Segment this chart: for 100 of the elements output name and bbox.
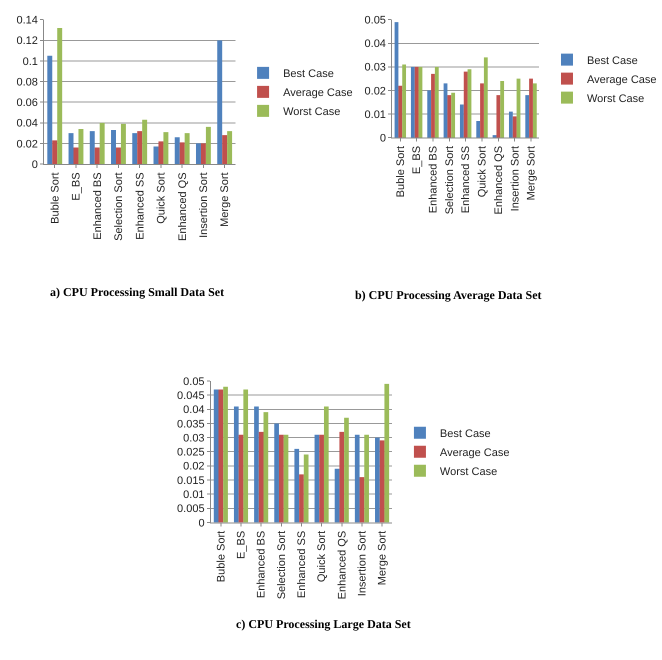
bar (222, 135, 228, 164)
bar (444, 83, 448, 138)
x-tick-label: Selection Sort (276, 530, 288, 600)
legend-label: Best Case (440, 428, 491, 440)
y-tick-label: 0.04 (183, 404, 205, 416)
bar (116, 148, 121, 164)
bar (480, 83, 484, 138)
y-tick-label: 0.14 (16, 14, 38, 27)
bar (100, 122, 105, 164)
x-tick-label: Quick Sort (316, 530, 328, 582)
bar (258, 432, 264, 522)
bar (218, 390, 224, 522)
bar (339, 432, 344, 522)
text: a) CPU Processing Small Data Set (50, 285, 224, 299)
bar (380, 440, 384, 522)
legend-label: Average Case (586, 74, 657, 86)
bar (394, 22, 398, 138)
y-tick-label: 0 (198, 517, 205, 530)
y-tick-label: 0.045 (177, 390, 205, 402)
bar (196, 143, 201, 164)
bar (464, 72, 468, 138)
x-tick-label: Enhanced QS (176, 172, 189, 241)
bar (360, 477, 364, 522)
y-tick-label: 0.04 (16, 118, 38, 130)
y-tick-label: 0.01 (183, 488, 205, 501)
legend-label: Average Case (440, 447, 510, 460)
bar (451, 92, 456, 138)
y-tick-label: 0.03 (183, 432, 205, 444)
bar (73, 148, 78, 164)
x-tick-label: Enhanced QS (336, 530, 348, 600)
bar (512, 116, 517, 138)
bar (52, 140, 58, 164)
bar (180, 142, 185, 164)
text: c) CPU Processing Large Data Set (236, 617, 411, 631)
x-tick-label: Enhanced SS (460, 146, 472, 214)
bar (508, 112, 513, 138)
bar (434, 66, 439, 138)
bar (324, 406, 329, 522)
bar (111, 130, 116, 164)
x-tick-label: Quick Sort (476, 146, 489, 198)
x-tick-label: Merge Sort (376, 530, 389, 586)
y-tick-label: 0.1 (22, 56, 38, 68)
x-tick-label: Quick Sort (156, 172, 168, 224)
bar (223, 386, 228, 522)
bar (492, 135, 496, 138)
bar (418, 66, 422, 138)
bar (476, 121, 480, 138)
bar (525, 95, 530, 138)
y-tick-label: 0.005 (177, 503, 205, 516)
legend-label: Best Case (586, 54, 638, 67)
bar (274, 423, 279, 522)
bar (154, 146, 158, 164)
x-tick-label: Selection Sort (444, 146, 456, 214)
bar (174, 137, 180, 164)
x-tick-label: Buble Sort (49, 172, 62, 224)
bar (402, 64, 406, 138)
bar (410, 66, 415, 138)
bar (142, 120, 148, 164)
bar (227, 131, 232, 164)
legend-label: Worst Case (283, 106, 340, 118)
bar (90, 131, 95, 164)
bar (78, 129, 84, 164)
x-tick-label: Enhanced SS (296, 530, 308, 598)
bar (500, 80, 504, 138)
bar (468, 69, 472, 138)
y-tick-label: 0 (32, 158, 38, 171)
x-tick-label: Enhanced QS (492, 146, 505, 214)
y-tick-label: 0.015 (177, 474, 205, 487)
y-tick-label: 0.12 (16, 35, 38, 48)
bar (496, 95, 500, 138)
bar (431, 74, 435, 138)
x-tick-label: Buble Sort (394, 146, 407, 198)
bar (398, 86, 402, 138)
x-tick-label: Enhanced BS (256, 530, 268, 598)
x-tick-label: Merge Sort (526, 146, 538, 200)
y-tick-label: 0.02 (16, 138, 38, 150)
y-tick-label: 0.02 (183, 460, 205, 473)
bar (184, 133, 190, 164)
y-tick-label: 0.04 (364, 38, 386, 50)
bar (94, 148, 100, 164)
x-tick-label: Insertion Sort (356, 530, 368, 596)
legend-label: Worst Case (586, 92, 644, 105)
bar (304, 454, 309, 522)
y-tick-label: 0.035 (177, 418, 205, 430)
x-tick-label: Enhanced SS (134, 172, 146, 240)
bar (120, 124, 126, 164)
bar (294, 448, 300, 522)
bar (460, 104, 464, 138)
bar (47, 56, 52, 164)
y-tick-label: 0.01 (364, 108, 386, 121)
bar (206, 126, 211, 164)
legend-label: Best Case (283, 68, 334, 80)
y-tick-label: 0.02 (364, 85, 386, 98)
bar (375, 438, 380, 522)
x-tick-label: Enhanced BS (428, 146, 440, 214)
bar (427, 90, 432, 138)
legend-label: Average Case (283, 87, 353, 100)
y-tick-label: 0.06 (16, 97, 38, 110)
bar (137, 131, 142, 164)
x-tick-label: Merge Sort (219, 172, 232, 227)
